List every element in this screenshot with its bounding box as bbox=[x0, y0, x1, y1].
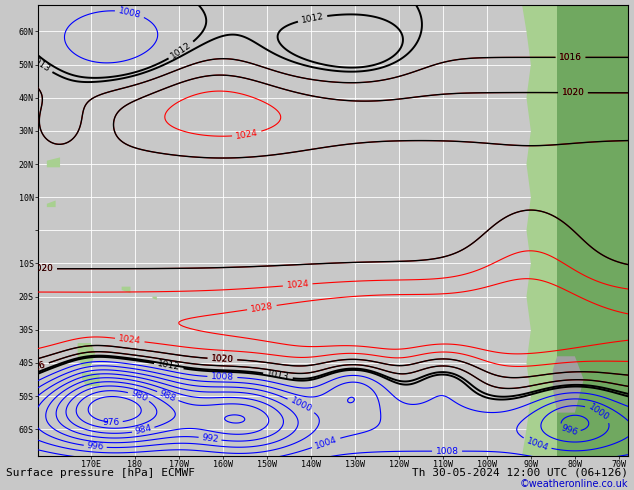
Text: 1008: 1008 bbox=[436, 447, 458, 456]
Polygon shape bbox=[152, 296, 157, 300]
Polygon shape bbox=[77, 343, 95, 366]
Text: 1012: 1012 bbox=[169, 41, 193, 61]
Polygon shape bbox=[522, 5, 628, 456]
Polygon shape bbox=[557, 5, 628, 456]
Polygon shape bbox=[122, 287, 131, 294]
Text: 1020: 1020 bbox=[562, 88, 585, 97]
Text: ©weatheronline.co.uk: ©weatheronline.co.uk bbox=[519, 479, 628, 489]
Text: 1016: 1016 bbox=[22, 360, 47, 376]
Text: 1008: 1008 bbox=[210, 372, 234, 382]
Text: 984: 984 bbox=[134, 424, 153, 437]
Text: 1016: 1016 bbox=[559, 53, 582, 62]
Polygon shape bbox=[47, 200, 56, 207]
Text: 992: 992 bbox=[201, 433, 219, 444]
Text: 1012: 1012 bbox=[157, 359, 181, 372]
Text: 1008: 1008 bbox=[117, 6, 142, 20]
Text: 1000: 1000 bbox=[289, 396, 313, 415]
Polygon shape bbox=[553, 356, 584, 413]
Text: 1024: 1024 bbox=[235, 128, 259, 141]
Text: 1020: 1020 bbox=[210, 354, 234, 364]
Text: 1013: 1013 bbox=[27, 54, 52, 74]
Polygon shape bbox=[47, 157, 60, 167]
Text: 976: 976 bbox=[103, 417, 120, 427]
Text: 1024: 1024 bbox=[286, 280, 309, 290]
Text: 1020: 1020 bbox=[210, 354, 234, 364]
Text: Th 30-05-2024 12:00 UTC (06+126): Th 30-05-2024 12:00 UTC (06+126) bbox=[411, 468, 628, 478]
Text: 1020: 1020 bbox=[562, 88, 585, 97]
Text: 1004: 1004 bbox=[314, 435, 339, 451]
Text: Surface pressure [hPa] ECMWF: Surface pressure [hPa] ECMWF bbox=[6, 468, 195, 478]
Text: 1020: 1020 bbox=[30, 264, 53, 273]
Text: 1016: 1016 bbox=[559, 53, 582, 62]
Text: 996: 996 bbox=[86, 441, 104, 452]
Text: 1012: 1012 bbox=[301, 12, 325, 25]
Text: 1024: 1024 bbox=[118, 334, 141, 346]
Text: 1020: 1020 bbox=[30, 264, 53, 273]
Text: 980: 980 bbox=[129, 389, 148, 403]
Text: 1013: 1013 bbox=[266, 369, 290, 382]
Text: 1016: 1016 bbox=[22, 360, 47, 376]
Polygon shape bbox=[82, 373, 100, 386]
Text: 1028: 1028 bbox=[250, 301, 274, 314]
Text: 996: 996 bbox=[560, 423, 579, 438]
Text: 1000: 1000 bbox=[587, 402, 611, 422]
Text: 1004: 1004 bbox=[525, 436, 550, 452]
Text: 988: 988 bbox=[158, 389, 178, 404]
